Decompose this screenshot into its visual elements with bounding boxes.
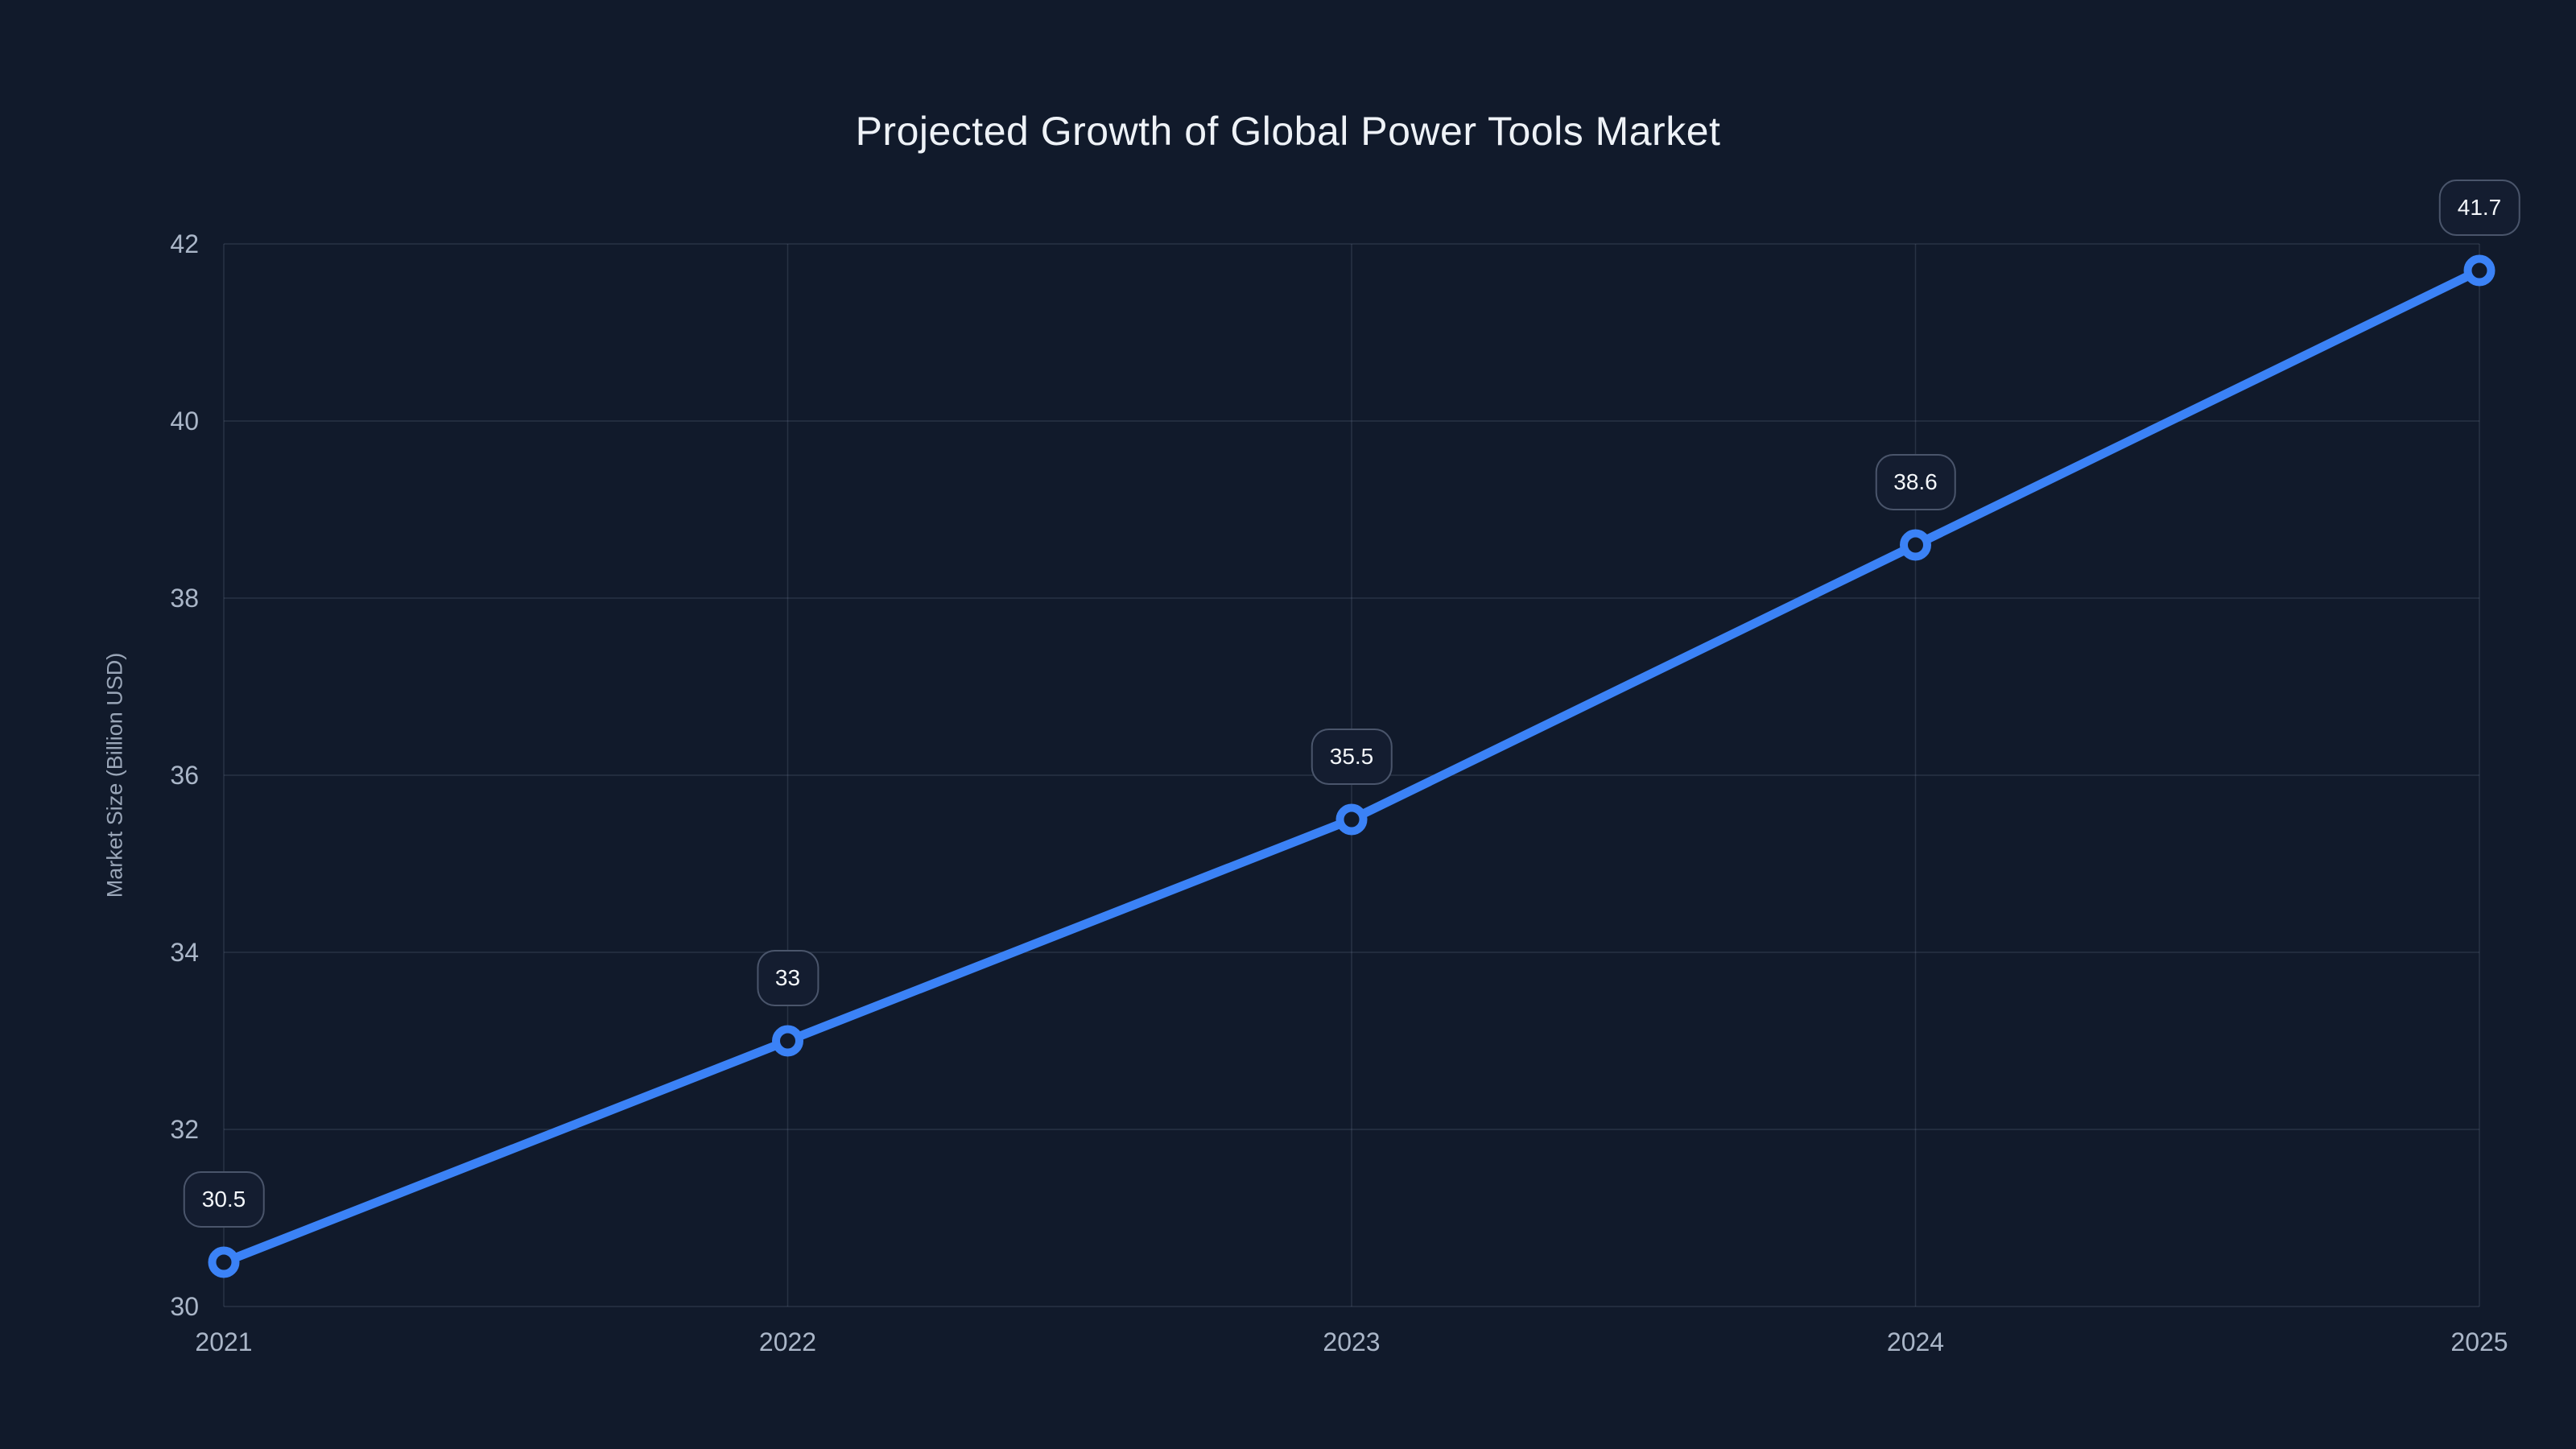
data-point-marker[interactable]	[772, 1025, 803, 1057]
data-point-marker[interactable]	[208, 1246, 240, 1278]
x-axis-tick-label: 2024	[1887, 1327, 1944, 1356]
data-point-marker[interactable]	[1335, 803, 1368, 836]
y-axis-tick-label: 38	[170, 584, 199, 613]
data-point-marker[interactable]	[2463, 254, 2496, 287]
chart-title: Projected Growth of Global Power Tools M…	[855, 109, 1721, 154]
x-axis-tick-label: 2025	[2450, 1327, 2508, 1356]
y-axis-tick-label: 40	[170, 407, 199, 436]
y-axis-tick-label: 32	[170, 1115, 199, 1144]
y-axis-tick-label: 34	[170, 938, 199, 967]
y-axis-tick-label: 36	[170, 761, 199, 790]
x-axis-tick-label: 2023	[1323, 1327, 1380, 1356]
y-axis-tick-label: 42	[170, 229, 199, 258]
x-axis-tick-label: 2021	[195, 1327, 252, 1356]
data-point-marker[interactable]	[1900, 529, 1931, 561]
y-axis-tick-label: 30	[170, 1292, 199, 1321]
x-axis-tick-label: 2022	[759, 1327, 816, 1356]
